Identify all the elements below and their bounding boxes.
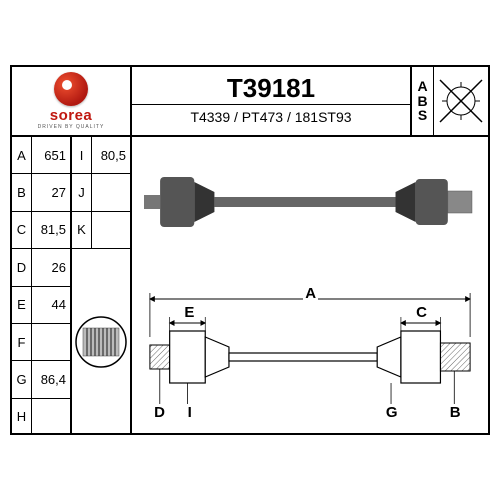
dim-label-d: D [152,404,167,421]
spec-row: H [12,399,70,435]
abs-label: ABS [412,67,434,135]
dim-label-c: C [414,304,429,321]
dim-label-a: A [303,285,318,302]
spec-row: J [72,174,130,211]
abs-cell: ABS [412,67,488,135]
dim-label-g: G [384,404,400,421]
spec-row: C81,5 [12,212,70,249]
brand-cell: sorea DRIVEN BY QUALITY [12,67,132,135]
spec-row: A651 [12,137,70,174]
dim-label-i: I [186,404,194,421]
spec-row: B27 [12,174,70,211]
dim-label-e: E [182,304,196,321]
spec-card: sorea DRIVEN BY QUALITY T39181 T4339 / P… [10,65,490,435]
spec-row: E44 [12,287,70,324]
diagram-area: A E C D I G B [132,137,488,435]
part-number: T39181 [227,73,315,104]
spec-row: F [12,324,70,361]
brand-logo-icon [54,72,88,106]
spline-detail-icon [72,249,130,435]
body: A651 B27 C81,5 D26 E44 F G86,4 H I80,5 J… [12,137,488,435]
specs-secondary: I80,5 J K [72,137,132,435]
driveshaft-photo-icon [144,167,476,237]
title-cell: T39181 T4339 / PT473 / 181ST93 [132,67,412,135]
dim-label-b: B [448,404,463,421]
abs-crossed-out-icon [434,67,488,135]
spec-row: D26 [12,249,70,286]
header-row: sorea DRIVEN BY QUALITY T39181 T4339 / P… [12,67,488,137]
spec-row: I80,5 [72,137,130,174]
brand-name: sorea [50,107,93,124]
specs-primary: A651 B27 C81,5 D26 E44 F G86,4 H [12,137,72,435]
driveshaft-schematic-icon: A E C D I G B [142,287,478,417]
spec-row: K [72,212,130,249]
spec-row: G86,4 [12,361,70,398]
brand-tagline: DRIVEN BY QUALITY [38,124,105,130]
cross-references: T4339 / PT473 / 181ST93 [190,105,351,129]
